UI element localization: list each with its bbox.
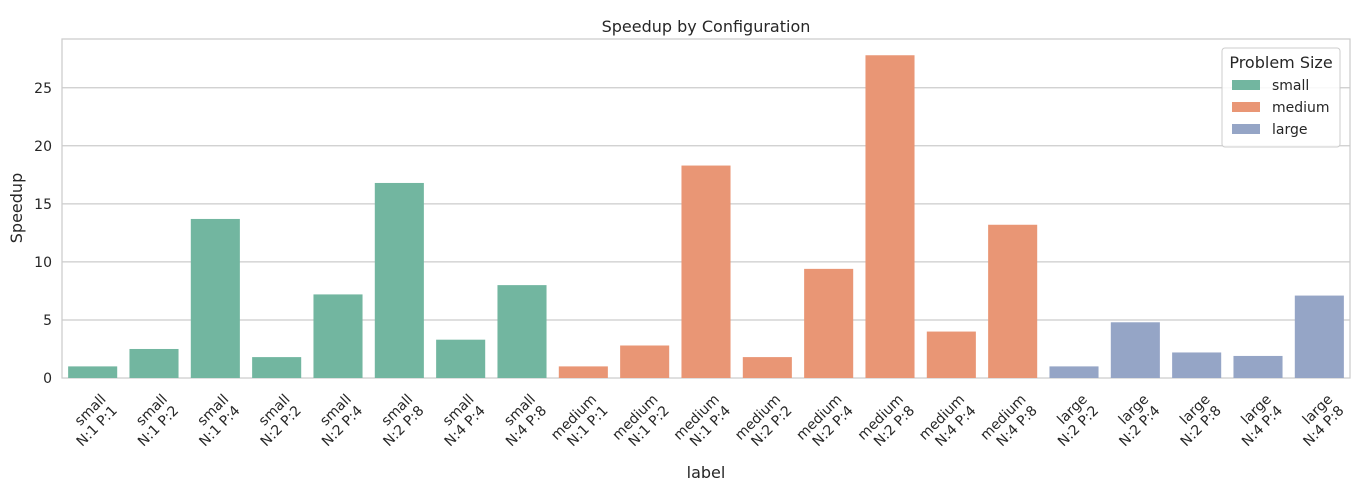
bar-large-n-2-p-8	[1172, 352, 1222, 378]
legend: Problem Size small medium large	[1221, 47, 1341, 148]
x-tick-label: smallN:4 P:8	[492, 392, 550, 450]
x-tick-label: mediumN:4 P:4	[916, 391, 979, 454]
legend-swatch-small	[1232, 80, 1260, 90]
bar-medium-n-2-p-4	[804, 268, 854, 378]
bars	[68, 55, 1344, 379]
bar-small-n-1-p-1	[68, 366, 118, 378]
y-tick-label: 10	[34, 255, 52, 271]
x-tick-label: smallN:1 P:1	[62, 392, 120, 450]
bar-large-n-2-p-2	[1049, 366, 1099, 378]
bar-small-n-2-p-2	[252, 357, 302, 378]
y-tick-label: 15	[34, 197, 52, 213]
x-tick-label: mediumN:1 P:1	[548, 392, 611, 455]
y-axis-label: Speedup	[7, 173, 26, 243]
legend-label-small: small	[1272, 78, 1309, 94]
x-tick-label: mediumN:1 P:4	[671, 391, 734, 454]
y-tick-labels: 0 5 10 15 20 25	[34, 81, 52, 387]
x-tick-label: smallN:1 P:4	[185, 391, 243, 449]
bar-medium-n-4-p-4	[926, 331, 976, 378]
bar-small-n-2-p-8	[374, 182, 424, 378]
bar-medium-n-1-p-2	[620, 345, 670, 378]
bar-small-n-1-p-2	[129, 348, 179, 378]
x-tick-label: smallN:2 P:8	[369, 392, 427, 450]
bar-large-n-2-p-4	[1110, 322, 1160, 378]
y-tick-label: 5	[43, 313, 52, 329]
x-tick-labels: smallN:1 P:1 smallN:1 P:2 smallN:1 P:4 smal…	[62, 391, 1348, 455]
x-tick-label: mediumN:2 P:4	[793, 391, 856, 454]
bar-medium-n-1-p-1	[558, 366, 608, 378]
bar-medium-n-2-p-8	[865, 55, 915, 379]
legend-items: small medium large	[1232, 78, 1330, 138]
bar-medium-n-1-p-4	[681, 165, 731, 378]
y-tick-label: 20	[34, 139, 52, 155]
bar-medium-n-4-p-8	[988, 224, 1038, 378]
x-tick-label: largeN:2 P:4	[1105, 391, 1163, 449]
x-axis-label: label	[687, 463, 726, 482]
x-tick-label: largeN:4 P:8	[1289, 392, 1347, 450]
bar-large-n-4-p-8	[1294, 295, 1344, 378]
x-tick-label: smallN:2 P:4	[308, 391, 366, 449]
x-tick-label: smallN:2 P:2	[246, 392, 304, 450]
x-tick-label: largeN:2 P:8	[1166, 392, 1224, 450]
legend-box	[1221, 47, 1341, 148]
legend-title: Problem Size	[1229, 53, 1332, 72]
x-tick-label: mediumN:2 P:2	[732, 392, 795, 455]
bar-small-n-4-p-4	[436, 339, 486, 378]
x-tick-label: mediumN:2 P:8	[855, 392, 918, 455]
x-tick-label: mediumN:1 P:2	[609, 392, 672, 455]
bar-small-n-1-p-4	[190, 218, 240, 378]
x-tick-label: mediumN:4 P:8	[977, 392, 1040, 455]
x-tick-label: largeN:4 P:4	[1228, 391, 1286, 449]
bar-large-n-4-p-4	[1233, 355, 1283, 378]
legend-swatch-large	[1232, 124, 1260, 134]
x-tick-label: smallN:1 P:2	[124, 392, 182, 450]
bar-small-n-2-p-4	[313, 294, 363, 378]
x-tick-label: smallN:4 P:4	[430, 391, 488, 449]
legend-swatch-medium	[1232, 102, 1260, 112]
legend-label-medium: medium	[1272, 100, 1330, 116]
bar-small-n-4-p-8	[497, 285, 547, 378]
y-tick-label: 25	[34, 81, 52, 97]
bar-medium-n-2-p-2	[742, 357, 792, 378]
legend-label-large: large	[1272, 122, 1307, 138]
y-tick-label: 0	[43, 371, 52, 387]
chart-title: Speedup by Configuration	[602, 17, 811, 36]
x-tick-label: largeN:2 P:2	[1044, 392, 1102, 450]
